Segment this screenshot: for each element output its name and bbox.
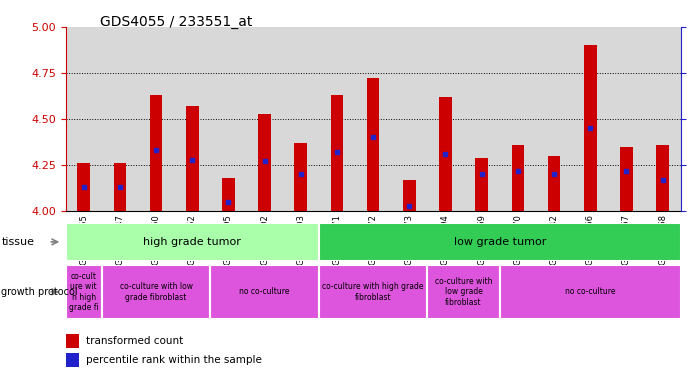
Text: co-culture with low
grade fibroblast: co-culture with low grade fibroblast [120,282,193,301]
Bar [572,27,608,211]
Bar [330,95,343,211]
Bar [428,27,464,211]
Bar [548,156,560,211]
Bar [367,78,379,211]
Bar [102,265,210,319]
Bar [620,147,633,211]
Bar [500,27,536,211]
Bar [464,27,500,211]
Bar [222,178,235,211]
Bar [66,223,319,261]
Bar [645,27,681,211]
Bar [511,145,524,211]
Bar [319,265,428,319]
Bar [355,27,391,211]
Text: GDS4055 / 233551_at: GDS4055 / 233551_at [100,15,253,29]
Text: co-culture with high grade
fibroblast: co-culture with high grade fibroblast [323,282,424,301]
Bar [391,27,428,211]
Bar [186,106,198,211]
Text: percentile rank within the sample: percentile rank within the sample [86,355,263,365]
Bar [428,265,500,319]
Bar [475,158,488,211]
Bar [258,114,271,211]
Bar [584,45,596,211]
Bar [102,27,138,211]
Text: transformed count: transformed count [86,336,184,346]
Bar [113,163,126,211]
Text: growth protocol: growth protocol [1,287,78,297]
Bar [283,27,319,211]
Text: tissue: tissue [1,237,35,247]
Bar [174,27,210,211]
Bar [500,265,681,319]
Text: no co-culture: no co-culture [565,287,616,296]
Bar [608,27,645,211]
Bar [439,97,452,211]
Text: high grade tumor: high grade tumor [143,237,241,247]
Bar [294,143,307,211]
Bar [66,353,79,367]
Bar [656,145,669,211]
Text: co-culture with
low grade
fibroblast: co-culture with low grade fibroblast [435,277,492,307]
Bar [319,27,355,211]
Text: no co-culture: no co-culture [239,287,290,296]
Bar [210,27,247,211]
Bar [66,27,102,211]
Bar [138,27,174,211]
Bar [150,95,162,211]
Text: co-cult
ure wit
h high
grade fi: co-cult ure wit h high grade fi [69,272,99,312]
Bar [247,27,283,211]
Bar [210,265,319,319]
Text: low grade tumor: low grade tumor [453,237,546,247]
Bar [536,27,572,211]
Bar [403,180,416,211]
Bar [66,334,79,348]
Bar [319,223,681,261]
Bar [77,163,90,211]
Bar [66,265,102,319]
